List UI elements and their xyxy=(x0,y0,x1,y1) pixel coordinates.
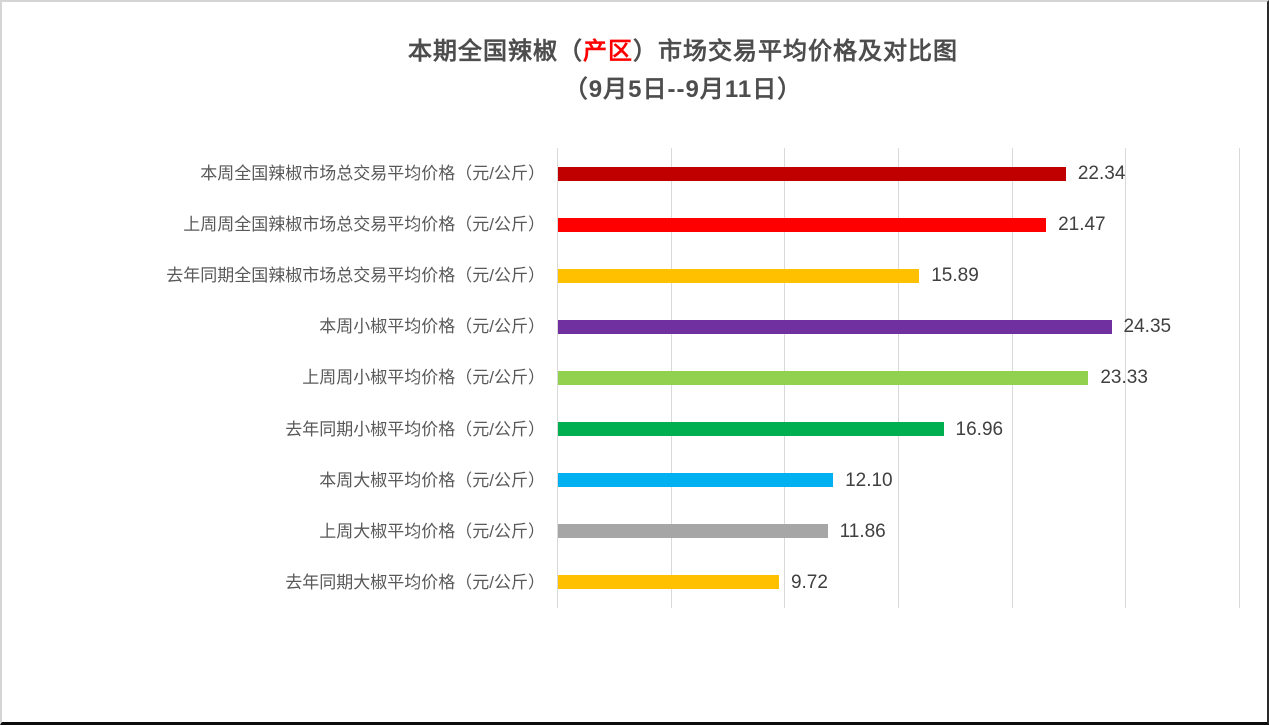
bar xyxy=(558,166,1066,181)
category-label: 上周大椒平均价格（元/公斤） xyxy=(319,521,545,541)
gridline xyxy=(1239,148,1240,608)
bar xyxy=(558,422,944,437)
plot-area: 22.34 21.47 15.89 24.35 23.33 16.96 12.10 11.86… xyxy=(557,148,1240,608)
category-label: 去年同期全国辣椒市场总交易平均价格（元/公斤） xyxy=(166,266,545,286)
title-text-highlight: 产区 xyxy=(583,38,633,65)
bar xyxy=(558,524,828,539)
title-text-prefix: 本期全国辣椒（ xyxy=(408,38,583,65)
bar xyxy=(558,575,779,590)
chart-title-line1: 本期全国辣椒（产区）市场交易平均价格及对比图 xyxy=(99,33,1267,71)
bar xyxy=(558,268,920,283)
chart-title: 本期全国辣椒（产区）市场交易平均价格及对比图 （9月5日--9月11日） xyxy=(99,33,1267,109)
category-label: 本周小椒平均价格（元/公斤） xyxy=(319,317,545,337)
value-label: 22.34 xyxy=(1077,163,1126,184)
category-axis: 本周全国辣椒市场总交易平均价格（元/公斤） 上周周全国辣椒市场总交易平均价格（元/… xyxy=(2,148,545,608)
bar xyxy=(558,319,1112,334)
title-text-suffix: ）市场交易平均价格及对比图 xyxy=(633,38,958,65)
value-label: 24.35 xyxy=(1123,316,1172,338)
category-label: 本周全国辣椒市场总交易平均价格（元/公斤） xyxy=(200,164,545,183)
value-label: 12.10 xyxy=(845,469,893,491)
value-label: 23.33 xyxy=(1100,367,1148,389)
value-label: 9.72 xyxy=(790,571,828,593)
value-label: 16.96 xyxy=(955,418,1004,440)
bar xyxy=(558,217,1047,232)
category-label: 去年同期大椒平均价格（元/公斤） xyxy=(285,572,545,592)
category-label: 去年同期小椒平均价格（元/公斤） xyxy=(285,419,545,439)
category-label: 上周周全国辣椒市场总交易平均价格（元/公斤） xyxy=(183,215,545,235)
value-label: 21.47 xyxy=(1058,214,1106,236)
gridline xyxy=(1125,148,1127,608)
chart-title-line2: （9月5日--9月11日） xyxy=(563,76,803,103)
value-label: 15.89 xyxy=(931,265,979,287)
bar xyxy=(558,473,834,488)
value-label: 11.86 xyxy=(839,520,886,542)
gridline xyxy=(557,148,558,608)
category-label: 本周大椒平均价格（元/公斤） xyxy=(319,470,545,490)
bar xyxy=(558,371,1089,385)
category-label: 上周周小椒平均价格（元/公斤） xyxy=(302,368,545,388)
